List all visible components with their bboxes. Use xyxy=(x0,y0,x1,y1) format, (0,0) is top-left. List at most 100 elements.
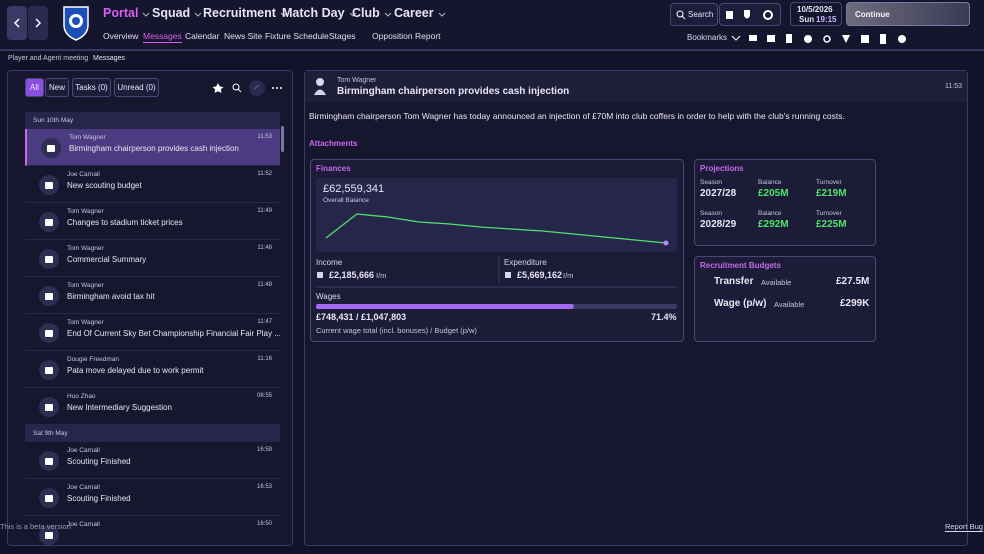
icon-glyph xyxy=(45,532,53,539)
budget-name: Transfer xyxy=(714,276,754,287)
message-time: 16:50 xyxy=(256,521,272,527)
message-subject: New scouting budget xyxy=(67,181,142,190)
message-item[interactable]: Joe Carnall 16:50 xyxy=(25,516,280,545)
submenu-item[interactable]: Fixture Schedule xyxy=(265,31,329,41)
breadcrumb-item[interactable]: Player and Agent meeting xyxy=(8,55,89,62)
divider xyxy=(0,50,984,51)
message-time: 11:16 xyxy=(257,356,272,362)
menu-caret xyxy=(280,12,288,17)
message-item[interactable]: Tom Wagner Birmingham chairperson provide… xyxy=(25,129,280,166)
attachments-title: Attachments xyxy=(309,139,358,148)
menu-caret xyxy=(194,12,202,17)
message-sender: Huo Zhao xyxy=(67,393,96,400)
quick-icons[interactable] xyxy=(719,3,781,26)
message-subject: Changes to stadium ticket prices xyxy=(67,218,183,227)
continue-button[interactable]: Continue xyxy=(846,2,970,26)
icon-glyph xyxy=(45,330,53,337)
caret xyxy=(194,12,202,17)
submenu-item[interactable]: Calendar xyxy=(185,31,220,41)
submenu-item[interactable]: Opposition Report xyxy=(372,31,441,41)
message-item[interactable]: Tom Wagner Commercial Summary 11:48 xyxy=(25,240,280,277)
projections-card xyxy=(694,159,876,246)
quick-icons-glyphs xyxy=(726,10,773,20)
projection-value: £205M xyxy=(758,188,789,199)
menu-item[interactable]: Match Day xyxy=(282,6,345,20)
filter-button[interactable]: New xyxy=(45,78,69,97)
message-icon xyxy=(39,451,59,471)
icon-glyph xyxy=(45,495,53,502)
caret xyxy=(349,12,357,17)
group-header: Sun 10th May xyxy=(25,112,280,129)
menu-item[interactable]: Recruitment xyxy=(203,6,276,20)
projection-header: Balance xyxy=(758,179,782,186)
submenu-item[interactable]: Overview xyxy=(103,31,139,41)
balance-trend-end xyxy=(663,240,669,246)
message-item[interactable]: Dougie Freedman Pata move delayed due to … xyxy=(25,351,280,388)
message-subject: Scouting Finished xyxy=(67,457,131,466)
icon-glyph xyxy=(45,404,53,411)
message-icon xyxy=(39,175,59,195)
message-time: 16:53 xyxy=(256,484,272,490)
projection-header: Turnover xyxy=(816,179,842,186)
filter-button[interactable]: Unread (0) xyxy=(114,78,159,97)
icon-glyph xyxy=(45,219,53,226)
submenu-item[interactable]: News Site xyxy=(224,31,263,41)
message-time: 11:47 xyxy=(257,319,272,325)
group-header: Sat 9th May xyxy=(25,425,280,442)
club-crest xyxy=(63,6,89,41)
breadcrumb-item: Messages xyxy=(93,55,125,62)
date: 10/5/2026 xyxy=(797,5,833,14)
projection-value: 2027/28 xyxy=(700,188,737,199)
message-icon xyxy=(39,249,59,269)
message-subject: End Of Current Sky Bet Championship Fina… xyxy=(67,329,280,338)
date-box[interactable]: 10/5/2026 Sun 19:15 xyxy=(790,2,842,26)
detail-body: Birmingham chairperson Tom Wagner has to… xyxy=(309,111,845,121)
forward-button[interactable] xyxy=(28,6,48,40)
time: 19:15 xyxy=(816,15,837,24)
recruitment-card xyxy=(694,256,876,342)
expenditure-unit: I/m xyxy=(563,271,574,280)
income-value: £2,185,666 xyxy=(329,270,375,280)
submenu-item[interactable]: Stages xyxy=(329,31,356,41)
message-item[interactable]: Joe Carnall Scouting Finished 16:59 xyxy=(25,442,280,479)
message-item[interactable]: Huo Zhao New Intermediary Suggestion 08:55 xyxy=(25,388,280,425)
message-sender: Joe Carnall xyxy=(67,447,100,454)
message-item[interactable]: Joe Carnall Scouting Finished 16:53 xyxy=(25,479,280,516)
report-bug[interactable]: Report Bug xyxy=(945,522,983,532)
filter-button[interactable]: Tasks (0) xyxy=(72,78,111,97)
budget-name: Wage (p/w) xyxy=(714,298,767,309)
message-icon xyxy=(39,525,59,545)
message-sender: Joe Carnall xyxy=(67,521,100,528)
back-button[interactable] xyxy=(7,6,27,40)
menu-item[interactable]: Portal xyxy=(103,6,139,20)
forward-icon xyxy=(35,18,42,28)
message-icon xyxy=(39,397,59,417)
message-item[interactable]: Tom Wagner Birmingham avoid tax hit 11:48 xyxy=(25,277,280,314)
projection-header: Balance xyxy=(758,210,782,217)
message-item[interactable]: Joe Carnall New scouting budget 11:52 xyxy=(25,166,280,203)
search-button[interactable]: Search xyxy=(670,3,718,26)
filter-button[interactable]: All xyxy=(25,78,44,97)
menu-item[interactable]: Club xyxy=(352,6,380,20)
message-sender: Tom Wagner xyxy=(67,319,104,326)
projection-value: £219M xyxy=(816,188,847,199)
projection-value: £292M xyxy=(758,219,789,230)
submenu-item[interactable]: Messages xyxy=(143,31,182,43)
message-item[interactable]: Tom Wagner End Of Current Sky Bet Champio… xyxy=(25,314,280,351)
wages-bar-fill xyxy=(316,304,574,309)
message-subject: Birmingham chairperson provides cash inj… xyxy=(69,144,239,153)
menu-item[interactable]: Squad xyxy=(152,6,191,20)
message-icon xyxy=(39,323,59,343)
message-time: 11:52 xyxy=(257,171,272,177)
menu-item[interactable]: Career xyxy=(394,6,434,20)
projection-header: Season xyxy=(700,179,723,186)
bookmarks[interactable]: Bookmarks xyxy=(687,33,728,42)
menu-caret xyxy=(438,12,446,17)
detail-sender: Tom Wagner xyxy=(337,77,377,84)
detail-time: 11:53 xyxy=(945,83,962,90)
projection-value: £225M xyxy=(816,219,847,230)
scrollbar[interactable] xyxy=(281,126,284,152)
message-item[interactable]: Tom Wagner Changes to stadium ticket pric… xyxy=(25,203,280,240)
message-sender: Tom Wagner xyxy=(67,208,104,215)
